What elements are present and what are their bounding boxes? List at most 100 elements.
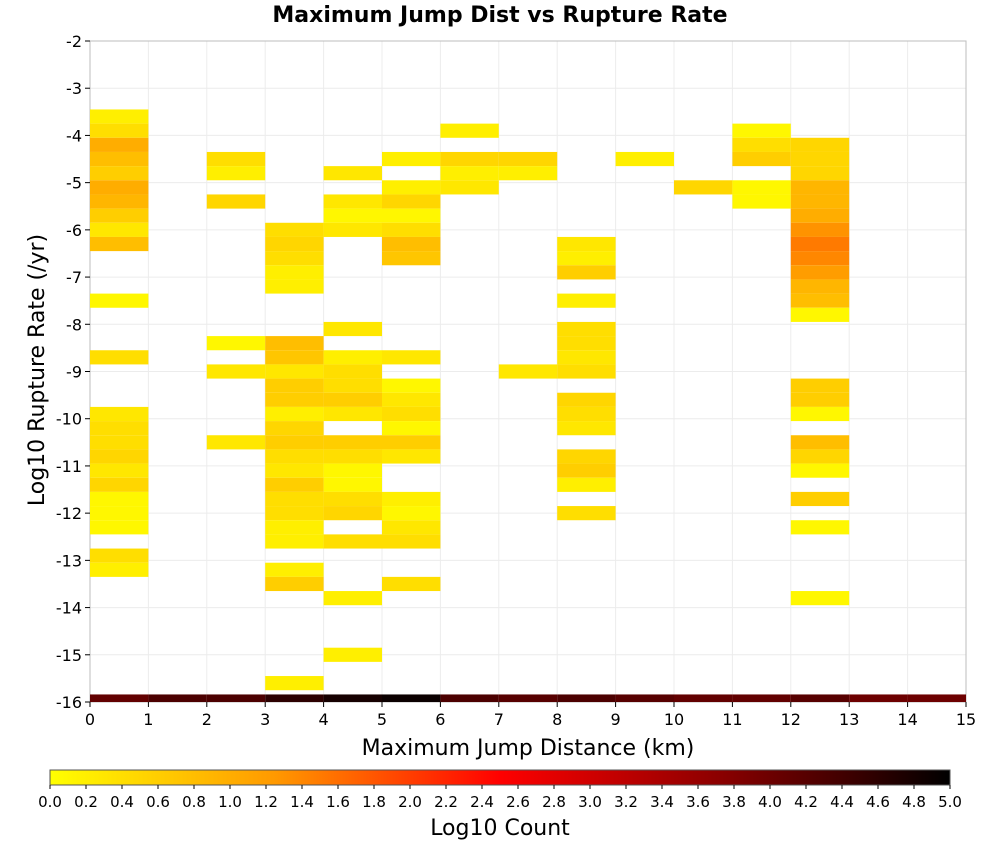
heatmap-cell <box>323 364 382 379</box>
x-tick-label: 10 <box>664 710 684 729</box>
heatmap-cell <box>557 477 616 492</box>
heatmap-cell <box>90 236 149 252</box>
y-axis-label: Log10 Rupture Rate (/yr) <box>25 234 50 506</box>
heatmap-cell <box>498 151 558 167</box>
heatmap-cell <box>323 591 382 606</box>
y-tick-label: -8 <box>66 315 82 334</box>
x-tick-label: 11 <box>722 710 742 729</box>
heatmap-cell <box>265 676 324 691</box>
heatmap-cell <box>323 406 382 422</box>
heatmap-cell <box>90 520 149 535</box>
heatmap-cell <box>790 392 850 407</box>
colorbar-ticks: 0.0 0.2 0.4 0.6 0.8 1.0 1.2 1.4 1.6 1.8 2.0 2.2 2.4 2… <box>38 785 962 811</box>
heatmap-cell <box>382 208 441 223</box>
heatmap-cell <box>206 194 266 209</box>
heatmap-cell <box>265 463 324 478</box>
heatmap-cell <box>382 421 441 436</box>
heatmap-cell <box>557 236 616 252</box>
heatmap-cell <box>790 491 850 507</box>
x-tick-label: 4 <box>319 710 329 729</box>
heatmap-cell <box>557 336 616 351</box>
colorbar-tick-label: 1.2 <box>254 793 278 811</box>
heatmap-cell <box>790 307 850 322</box>
y-tick-label: -5 <box>66 174 82 193</box>
colorbar-tick-label: 0.0 <box>38 793 62 811</box>
heatmap-cell <box>790 251 850 266</box>
heatmap-cell <box>382 236 441 252</box>
heatmap-cell <box>90 506 149 521</box>
baseline-cell <box>615 694 674 702</box>
heatmap-cell <box>90 123 149 138</box>
y-tick-label: -15 <box>56 646 82 665</box>
heatmap-cell <box>382 576 441 592</box>
heatmap-cell <box>732 137 791 152</box>
heatmap-cell <box>206 336 266 351</box>
heatmap-cell <box>90 435 149 450</box>
heatmap-cell <box>323 491 382 507</box>
heatmap-cell <box>557 364 616 379</box>
y-tick-label: -11 <box>56 457 82 476</box>
heatmap-cell <box>382 406 441 422</box>
heatmap-cell <box>557 421 616 436</box>
heatmap-cell <box>323 534 382 549</box>
heatmap-cell <box>323 194 382 209</box>
heatmap-cell <box>790 236 850 252</box>
heatmap-cell <box>790 151 850 167</box>
heatmap-cell <box>90 449 149 464</box>
colorbar-tick-label: 3.4 <box>650 793 674 811</box>
heatmap-cell <box>323 435 382 450</box>
heatmap-cell <box>265 435 324 450</box>
heatmap-cell <box>382 378 441 393</box>
x-tick-label: 3 <box>260 710 270 729</box>
x-tick-label: 12 <box>781 710 801 729</box>
heatmap-cell <box>90 109 149 124</box>
heatmap-cell <box>440 180 499 195</box>
heatmap-cell <box>557 251 616 266</box>
heatmap-cell <box>265 392 324 407</box>
heatmap-cells <box>90 109 850 691</box>
heatmap-cell <box>206 435 266 450</box>
heatmap-cell <box>382 222 441 237</box>
heatmap-cell <box>674 180 733 195</box>
heatmap-cell <box>440 166 499 181</box>
heatmap-cell <box>323 208 382 223</box>
heatmap-cell <box>790 378 850 393</box>
heatmap-cell <box>323 378 382 393</box>
heatmap-cell <box>557 406 616 422</box>
colorbar-tick-label: 4.4 <box>830 793 854 811</box>
heatmap-cell <box>790 137 850 152</box>
heatmap-cell <box>323 449 382 464</box>
y-tick-label: -7 <box>66 268 82 287</box>
colorbar <box>49 769 951 786</box>
x-tick-label: 14 <box>897 710 917 729</box>
colorbar-tick-label: 2.4 <box>470 793 494 811</box>
heatmap-cell <box>440 151 499 167</box>
colorbar-tick-label: 0.2 <box>74 793 98 811</box>
heatmap-cell <box>90 137 149 152</box>
colorbar-tick-label: 4.8 <box>902 793 926 811</box>
y-tick-label: -9 <box>66 363 82 382</box>
x-tick-label: 0 <box>85 710 95 729</box>
colorbar-tick-label: 1.0 <box>218 793 242 811</box>
y-tick-label: -14 <box>56 599 82 618</box>
colorbar-label: Log10 Count <box>430 816 570 841</box>
heatmap-cell <box>265 251 324 266</box>
heatmap-cell <box>732 151 791 167</box>
heatmap-cell <box>323 321 382 337</box>
heatmap-cell <box>790 180 850 195</box>
baseline-cell <box>148 694 207 702</box>
y-tick-label: -13 <box>56 551 82 570</box>
heatmap-cell <box>265 222 324 237</box>
heatmap-cell <box>440 123 499 138</box>
heatmap-cell <box>790 591 850 606</box>
heatmap-cell <box>90 562 149 577</box>
heatmap-cell <box>265 378 324 393</box>
x-tick-label: 13 <box>839 710 859 729</box>
y-axis-ticks: -2 -3 -4 -5 -6 -7 -8 -9 -10 -11 -12 -13 -14 -15 -16 <box>56 32 90 712</box>
heatmap-cell <box>557 506 616 521</box>
colorbar-tick-label: 1.8 <box>362 793 386 811</box>
heatmap-cell <box>323 477 382 492</box>
y-tick-label: -12 <box>56 504 82 523</box>
baseline-cell <box>498 694 558 702</box>
